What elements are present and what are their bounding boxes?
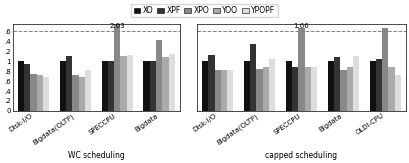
X-axis label: WC scheduling: WC scheduling (68, 151, 125, 160)
Bar (156, 40, 162, 111)
Bar (370, 61, 376, 111)
Bar (346, 67, 353, 111)
Bar (114, 10, 120, 111)
Bar (244, 61, 250, 111)
Bar (269, 59, 275, 111)
Bar (60, 61, 66, 111)
Bar (37, 75, 43, 111)
Bar (340, 70, 346, 111)
Legend: XO, XPF, XPO, YOO, YPOPF: XO, XPF, XPO, YOO, YPOPF (131, 4, 278, 17)
Bar (395, 75, 401, 111)
Bar (24, 64, 30, 111)
Bar (353, 56, 359, 111)
Bar (221, 70, 227, 111)
Bar (101, 61, 108, 111)
Bar (127, 55, 133, 111)
Bar (227, 70, 234, 111)
Bar (120, 56, 127, 111)
Bar (208, 55, 215, 111)
Bar (286, 61, 292, 111)
Text: 1.66: 1.66 (294, 23, 309, 29)
X-axis label: capped scheduling: capped scheduling (265, 151, 337, 160)
Bar (43, 77, 49, 111)
Bar (18, 61, 24, 111)
Bar (79, 77, 85, 111)
Bar (250, 44, 256, 111)
Bar (292, 67, 298, 111)
Bar (311, 67, 317, 111)
Bar (328, 61, 334, 111)
Bar (85, 70, 91, 111)
Bar (334, 57, 340, 111)
Bar (144, 61, 150, 111)
Bar (162, 57, 169, 111)
Bar (376, 59, 382, 111)
Bar (298, 28, 305, 111)
Bar (66, 56, 72, 111)
Bar (72, 75, 79, 111)
Bar (215, 70, 221, 111)
Bar (202, 61, 208, 111)
Bar (150, 61, 156, 111)
Bar (305, 67, 311, 111)
Bar (108, 61, 114, 111)
Bar (263, 67, 269, 111)
Bar (169, 54, 175, 111)
Bar (30, 74, 37, 111)
Text: 2.03: 2.03 (110, 23, 125, 29)
Bar (382, 28, 389, 111)
Bar (389, 67, 395, 111)
Bar (256, 69, 263, 111)
